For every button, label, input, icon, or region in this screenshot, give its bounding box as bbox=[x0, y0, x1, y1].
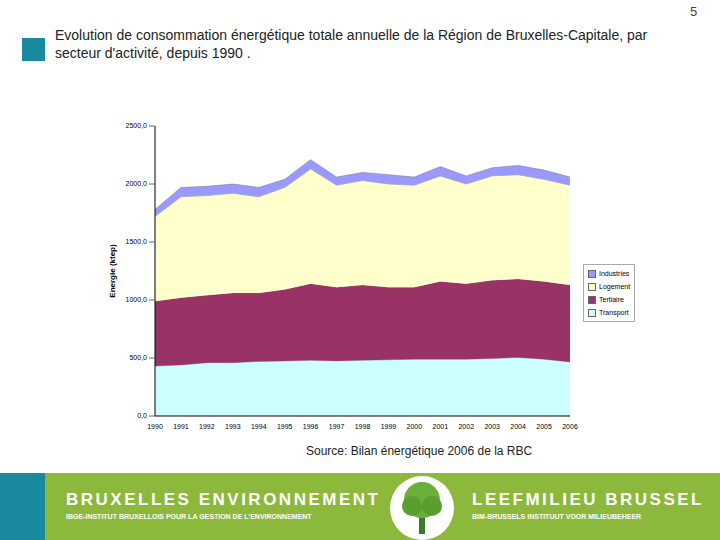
svg-text:1500,0: 1500,0 bbox=[126, 238, 148, 245]
svg-text:0,0: 0,0 bbox=[137, 412, 147, 419]
svg-text:1991: 1991 bbox=[173, 423, 189, 430]
svg-text:2000: 2000 bbox=[407, 423, 423, 430]
html-text:5: 5 bbox=[690, 4, 698, 19]
svg-text:1990: 1990 bbox=[147, 423, 163, 430]
svg-text:2000,0: 2000,0 bbox=[126, 180, 148, 187]
html-text:Source: Bilan énergétique 2006: Source: Bilan énergétique 2006 de la RBC bbox=[306, 444, 533, 458]
svg-text:2500,0: 2500,0 bbox=[126, 122, 148, 129]
svg-text:1996: 1996 bbox=[303, 423, 319, 430]
svg-text:1999: 1999 bbox=[381, 423, 397, 430]
svg-text:Energie (ktep): Energie (ktep) bbox=[108, 244, 117, 298]
svg-text:2004: 2004 bbox=[510, 423, 526, 430]
svg-text:1992: 1992 bbox=[199, 423, 215, 430]
html-text:Transport: Transport bbox=[599, 309, 629, 316]
html-text:Evolution de consommation éner: Evolution de consommation énergétique to… bbox=[55, 27, 648, 61]
svg-text:2006: 2006 bbox=[562, 423, 578, 430]
svg-text:2005: 2005 bbox=[536, 423, 552, 430]
html-text:Industries: Industries bbox=[599, 270, 630, 277]
svg-text:1997: 1997 bbox=[329, 423, 345, 430]
html-text:Tertiaire: Tertiaire bbox=[599, 296, 624, 303]
html-text:Logement: Logement bbox=[599, 283, 631, 290]
svg-text:1998: 1998 bbox=[355, 423, 371, 430]
svg-text:500,0: 500,0 bbox=[129, 354, 147, 361]
html-text:LEEFMILIEU BRUSSEL: LEEFMILIEU BRUSSEL bbox=[472, 490, 704, 509]
svg-text:1994: 1994 bbox=[251, 423, 267, 430]
svg-text:2001: 2001 bbox=[433, 423, 449, 430]
html-text:BRUXELLES ENVIRONNEMENT: BRUXELLES ENVIRONNEMENT bbox=[66, 490, 381, 509]
svg-text:1993: 1993 bbox=[225, 423, 241, 430]
svg-text:1000,0: 1000,0 bbox=[126, 296, 148, 303]
html-text:BIM-BRUSSELS INSTITUUT VOOR MI: BIM-BRUSSELS INSTITUUT VOOR MILIEUBEHEER bbox=[472, 513, 642, 520]
html-text:IBGE-INSTITUT BRUXELLOIS POUR: IBGE-INSTITUT BRUXELLOIS POUR LA GESTION… bbox=[66, 513, 312, 520]
svg-text:1995: 1995 bbox=[277, 423, 293, 430]
svg-text:2003: 2003 bbox=[484, 423, 500, 430]
svg-text:2002: 2002 bbox=[458, 423, 474, 430]
